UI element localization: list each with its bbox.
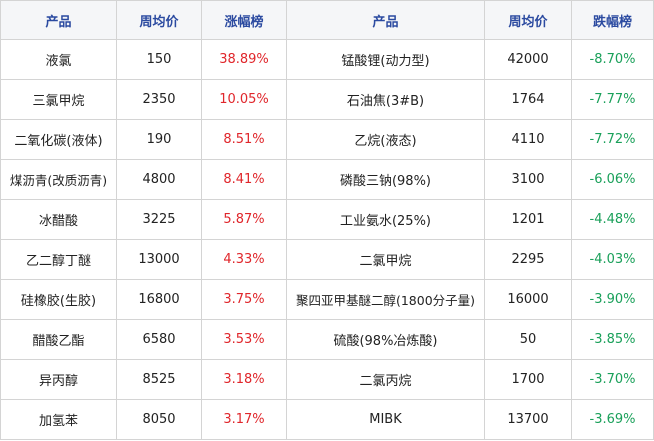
gain-percent: 3.18% (201, 359, 287, 400)
gain-product-name: 醋酸乙酯 (0, 319, 117, 360)
loss-percent: -4.03% (571, 239, 654, 280)
table-row: 煤沥青(改质沥青) 4800 8.41% 磷酸三钠(98%) 3100 -6.0… (0, 159, 654, 200)
loss-product-name: 磷酸三钠(98%) (286, 159, 485, 200)
header-gain-product: 产品 (0, 0, 117, 40)
loss-weekly-price: 42000 (484, 39, 572, 80)
gain-percent: 8.51% (201, 119, 287, 160)
table-row: 异丙醇 8525 3.18% 二氯丙烷 1700 -3.70% (0, 359, 654, 400)
loss-percent: -6.06% (571, 159, 654, 200)
table-row: 醋酸乙酯 6580 3.53% 硫酸(98%冶炼酸) 50 -3.85% (0, 319, 654, 360)
gain-percent: 3.17% (201, 399, 287, 440)
table-row: 二氧化碳(液体) 190 8.51% 乙烷(液态) 4110 -7.72% (0, 119, 654, 160)
gain-percent: 4.33% (201, 239, 287, 280)
gain-weekly-price: 8525 (116, 359, 202, 400)
loss-product-name: 锰酸锂(动力型) (286, 39, 485, 80)
loss-product-name: 二氯丙烷 (286, 359, 485, 400)
gain-percent: 10.05% (201, 79, 287, 120)
gain-percent: 3.53% (201, 319, 287, 360)
loss-weekly-price: 1201 (484, 199, 572, 240)
header-row: 产品 周均价 涨幅榜 产品 周均价 跌幅榜 (0, 0, 654, 40)
gain-percent: 8.41% (201, 159, 287, 200)
gain-percent: 3.75% (201, 279, 287, 320)
header-gain-price: 周均价 (116, 0, 202, 40)
header-loss-price: 周均价 (484, 0, 572, 40)
loss-percent: -8.70% (571, 39, 654, 80)
loss-weekly-price: 50 (484, 319, 572, 360)
gain-weekly-price: 2350 (116, 79, 202, 120)
loss-weekly-price: 2295 (484, 239, 572, 280)
header-loss-change: 跌幅榜 (571, 0, 654, 40)
gain-product-name: 冰醋酸 (0, 199, 117, 240)
gain-product-name: 二氧化碳(液体) (0, 119, 117, 160)
loss-product-name: 乙烷(液态) (286, 119, 485, 160)
loss-percent: -7.77% (571, 79, 654, 120)
loss-product-name: 石油焦(3#B) (286, 79, 485, 120)
gain-product-name: 煤沥青(改质沥青) (0, 159, 117, 200)
gain-weekly-price: 3225 (116, 199, 202, 240)
gain-percent: 5.87% (201, 199, 287, 240)
table-row: 加氢苯 8050 3.17% MIBK 13700 -3.69% (0, 399, 654, 440)
gain-product-name: 液氯 (0, 39, 117, 80)
gain-product-name: 硅橡胶(生胶) (0, 279, 117, 320)
loss-weekly-price: 1700 (484, 359, 572, 400)
table-row: 乙二醇丁醚 13000 4.33% 二氯甲烷 2295 -4.03% (0, 239, 654, 280)
header-loss-product: 产品 (286, 0, 485, 40)
loss-weekly-price: 1764 (484, 79, 572, 120)
loss-weekly-price: 3100 (484, 159, 572, 200)
gain-product-name: 乙二醇丁醚 (0, 239, 117, 280)
header-gain-change: 涨幅榜 (201, 0, 287, 40)
loss-percent: -4.48% (571, 199, 654, 240)
loss-product-name: 聚四亚甲基醚二醇(1800分子量) (286, 279, 485, 320)
gain-weekly-price: 16800 (116, 279, 202, 320)
gain-weekly-price: 150 (116, 39, 202, 80)
table-row: 冰醋酸 3225 5.87% 工业氨水(25%) 1201 -4.48% (0, 199, 654, 240)
gain-product-name: 三氯甲烷 (0, 79, 117, 120)
gain-weekly-price: 190 (116, 119, 202, 160)
gain-weekly-price: 4800 (116, 159, 202, 200)
gain-product-name: 加氢苯 (0, 399, 117, 440)
loss-product-name: 硫酸(98%冶炼酸) (286, 319, 485, 360)
loss-weekly-price: 13700 (484, 399, 572, 440)
gain-product-name: 异丙醇 (0, 359, 117, 400)
loss-percent: -7.72% (571, 119, 654, 160)
loss-product-name: 工业氨水(25%) (286, 199, 485, 240)
table-row: 三氯甲烷 2350 10.05% 石油焦(3#B) 1764 -7.77% (0, 79, 654, 120)
gain-weekly-price: 8050 (116, 399, 202, 440)
gain-weekly-price: 13000 (116, 239, 202, 280)
loss-weekly-price: 16000 (484, 279, 572, 320)
loss-percent: -3.69% (571, 399, 654, 440)
loss-product-name: MIBK (286, 399, 485, 440)
loss-weekly-price: 4110 (484, 119, 572, 160)
table-row: 液氯 150 38.89% 锰酸锂(动力型) 42000 -8.70% (0, 39, 654, 80)
loss-product-name: 二氯甲烷 (286, 239, 485, 280)
loss-percent: -3.70% (571, 359, 654, 400)
loss-percent: -3.85% (571, 319, 654, 360)
gain-percent: 38.89% (201, 39, 287, 80)
loss-percent: -3.90% (571, 279, 654, 320)
table-row: 硅橡胶(生胶) 16800 3.75% 聚四亚甲基醚二醇(1800分子量) 16… (0, 279, 654, 320)
gain-weekly-price: 6580 (116, 319, 202, 360)
